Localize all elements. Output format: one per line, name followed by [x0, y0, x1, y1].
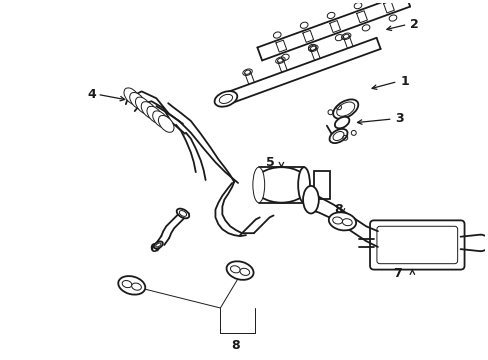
FancyBboxPatch shape — [369, 220, 464, 270]
Ellipse shape — [147, 106, 162, 123]
Text: 1: 1 — [400, 75, 408, 88]
Ellipse shape — [179, 211, 186, 216]
Text: 7: 7 — [392, 267, 401, 280]
Ellipse shape — [342, 219, 351, 226]
Ellipse shape — [141, 102, 157, 118]
Ellipse shape — [334, 117, 348, 129]
Ellipse shape — [240, 268, 249, 275]
Ellipse shape — [332, 217, 342, 224]
Text: 6: 6 — [149, 242, 158, 255]
Ellipse shape — [118, 276, 145, 294]
Ellipse shape — [329, 129, 347, 143]
Ellipse shape — [219, 94, 232, 103]
FancyBboxPatch shape — [376, 226, 457, 264]
Ellipse shape — [328, 212, 355, 230]
Ellipse shape — [152, 111, 168, 128]
Ellipse shape — [336, 102, 354, 116]
Text: 8: 8 — [333, 203, 342, 216]
Text: 5: 5 — [265, 156, 274, 169]
Ellipse shape — [129, 93, 145, 109]
Ellipse shape — [122, 280, 132, 288]
FancyBboxPatch shape — [313, 171, 329, 199]
Ellipse shape — [303, 186, 318, 213]
Ellipse shape — [135, 97, 151, 114]
Text: 4: 4 — [87, 88, 96, 101]
Ellipse shape — [154, 242, 163, 248]
Ellipse shape — [252, 167, 264, 203]
Text: 3: 3 — [395, 112, 404, 125]
Ellipse shape — [226, 261, 253, 280]
Ellipse shape — [298, 167, 309, 203]
Ellipse shape — [158, 116, 174, 132]
Text: 2: 2 — [409, 18, 418, 31]
Text: 8: 8 — [230, 339, 239, 352]
Ellipse shape — [332, 131, 343, 140]
Ellipse shape — [214, 91, 237, 107]
Ellipse shape — [332, 99, 358, 119]
Ellipse shape — [131, 283, 141, 290]
Ellipse shape — [176, 209, 189, 218]
Ellipse shape — [124, 88, 139, 105]
Ellipse shape — [230, 266, 240, 273]
Ellipse shape — [253, 167, 308, 203]
